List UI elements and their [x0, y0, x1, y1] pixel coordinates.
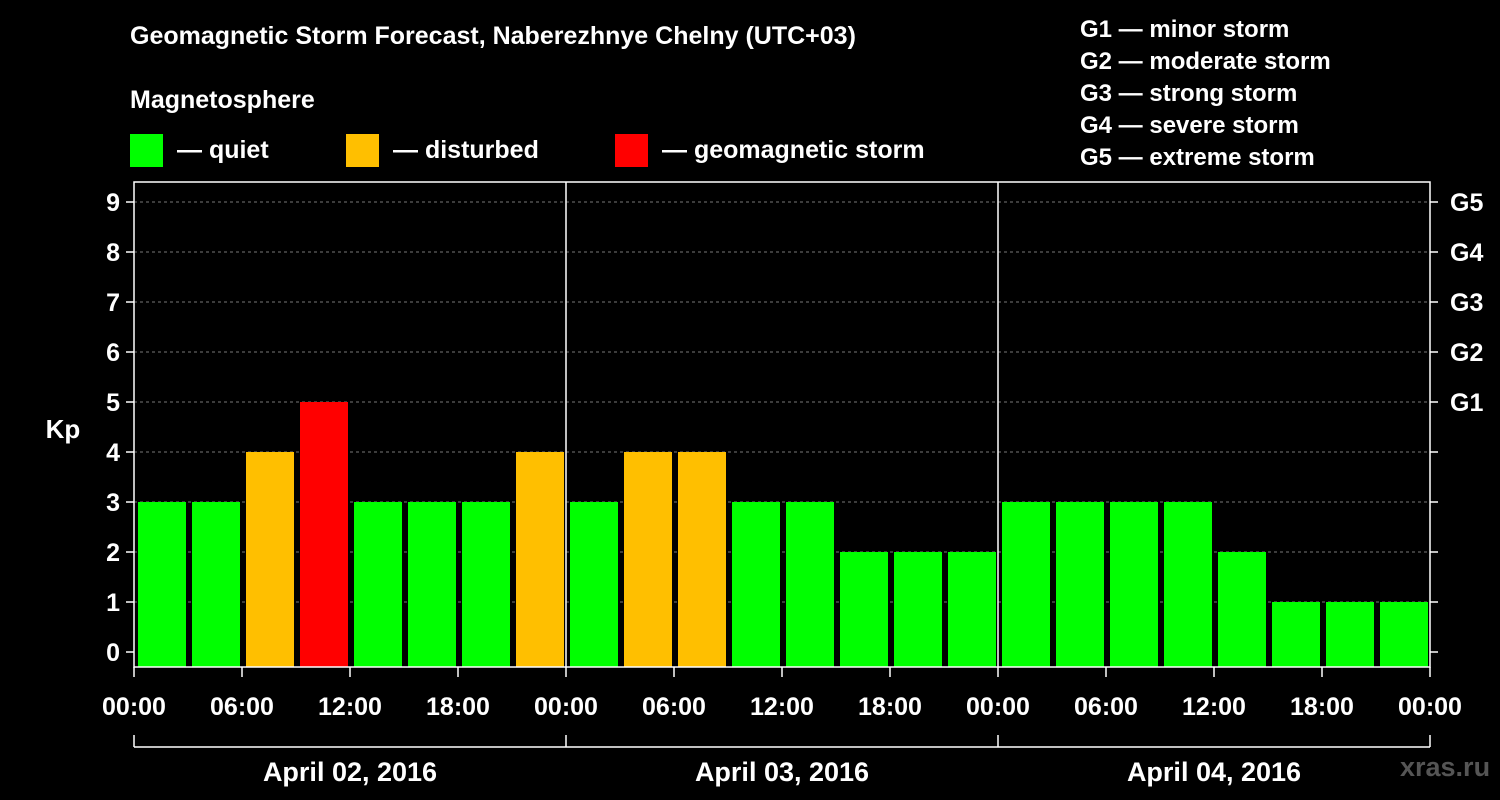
x-tick-label: 18:00	[426, 693, 490, 721]
kp-bar	[300, 402, 348, 667]
y-tick-label: 1	[106, 589, 120, 617]
storm-scale-g3: G3 — strong storm	[1080, 80, 1298, 107]
kp-bar	[786, 502, 834, 667]
x-tick-label: 00:00	[1398, 693, 1462, 721]
kp-bar	[570, 502, 618, 667]
x-tick-label: 12:00	[750, 693, 814, 721]
kp-bar	[1272, 602, 1320, 667]
x-tick-label: 06:00	[1074, 693, 1138, 721]
kp-bar	[1056, 502, 1104, 667]
legend-quiet-label: — quiet	[177, 135, 269, 164]
day-label: April 02, 2016	[263, 757, 437, 787]
chart-title: Geomagnetic Storm Forecast, Naberezhnye …	[130, 22, 856, 50]
kp-bar	[516, 452, 564, 667]
watermark: xras.ru	[1400, 752, 1491, 782]
x-tick-label: 12:00	[1182, 693, 1246, 721]
kp-bar	[192, 502, 240, 667]
kp-bar	[1002, 502, 1050, 667]
kp-bar	[732, 502, 780, 667]
storm-scale-g5: G5 — extreme storm	[1080, 144, 1315, 171]
y-tick-label: 9	[106, 189, 120, 217]
magnetosphere-label: Magnetosphere	[130, 86, 315, 114]
storm-scale-list: G1 — minor storm G2 — moderate storm G3 …	[1080, 14, 1331, 174]
x-tick-label: 00:00	[102, 693, 166, 721]
x-tick-label: 12:00	[318, 693, 382, 721]
g-scale-label: G3	[1450, 289, 1483, 317]
y-tick-label: 0	[106, 639, 120, 667]
g-scale-label: G5	[1450, 189, 1483, 217]
storm-scale-g4: G4 — severe storm	[1080, 112, 1299, 139]
storm-scale-g1: G1 — minor storm	[1080, 16, 1290, 43]
legend-disturbed-swatch	[346, 133, 379, 167]
kp-bar	[948, 552, 996, 667]
kp-bar	[462, 502, 510, 667]
y-tick-label: 6	[106, 339, 120, 367]
x-tick-label: 18:00	[1290, 693, 1354, 721]
legend-disturbed: — disturbed	[346, 133, 539, 167]
kp-bar	[840, 552, 888, 667]
x-tick-label: 06:00	[642, 693, 706, 721]
kp-bar	[246, 452, 294, 667]
kp-bar	[624, 452, 672, 667]
g-scale-label: G1	[1450, 389, 1483, 417]
x-tick-label: 18:00	[858, 693, 922, 721]
g-scale-label: G2	[1450, 339, 1483, 367]
kp-bar	[138, 502, 186, 667]
kp-bar	[1164, 502, 1212, 667]
kp-bar	[1380, 602, 1428, 667]
legend-storm: — geomagnetic storm	[615, 133, 925, 167]
kp-bar	[678, 452, 726, 667]
y-tick-label: 8	[106, 239, 120, 267]
g-scale-label: G4	[1450, 239, 1483, 267]
kp-bar	[408, 502, 456, 667]
y-tick-label: 3	[106, 489, 120, 517]
kp-bar	[894, 552, 942, 667]
y-tick-label: 7	[106, 289, 120, 317]
y-tick-label: 2	[106, 539, 120, 567]
kp-bar	[354, 502, 402, 667]
legend-quiet-swatch	[130, 133, 163, 167]
y-tick-label: 5	[106, 389, 120, 417]
kp-bar	[1110, 502, 1158, 667]
x-tick-label: 00:00	[534, 693, 598, 721]
kp-bar	[1326, 602, 1374, 667]
x-tick-label: 00:00	[966, 693, 1030, 721]
legend-storm-swatch	[615, 133, 648, 167]
legend-disturbed-label: — disturbed	[393, 135, 539, 164]
day-label: April 03, 2016	[695, 757, 869, 787]
y-axis-label: Kp	[46, 414, 81, 444]
kp-bar	[1218, 552, 1266, 667]
day-label: April 04, 2016	[1127, 757, 1301, 787]
y-tick-label: 4	[106, 439, 120, 467]
storm-scale-g2: G2 — moderate storm	[1080, 48, 1331, 75]
legend-storm-label: — geomagnetic storm	[662, 135, 925, 164]
legend-quiet: — quiet	[130, 133, 269, 167]
x-tick-label: 06:00	[210, 693, 274, 721]
